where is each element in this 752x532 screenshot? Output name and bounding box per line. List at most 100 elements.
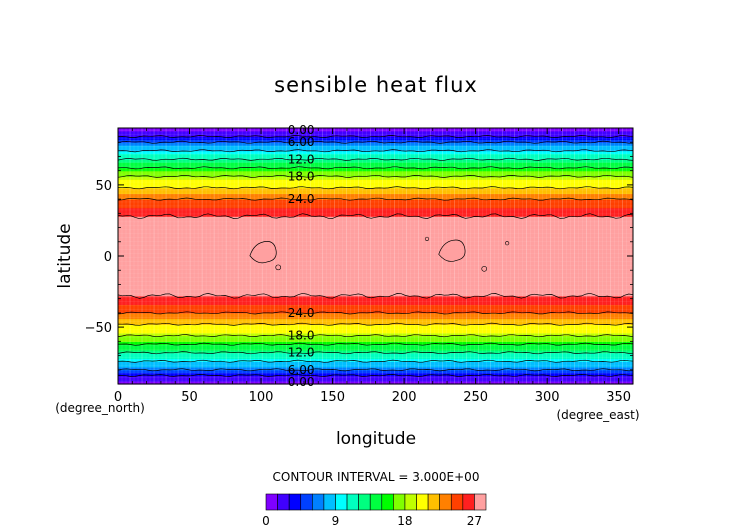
field-band	[118, 219, 633, 223]
colorbar-swatch	[427, 493, 440, 511]
field-band	[118, 364, 633, 368]
field-band	[118, 372, 633, 377]
field-band	[118, 164, 633, 169]
field-band	[118, 327, 633, 331]
colorbar-tick-label: 9	[332, 514, 340, 528]
field-band	[118, 238, 633, 243]
plot-grid	[118, 128, 633, 384]
contour-line	[117, 351, 634, 355]
contour-line	[117, 342, 634, 346]
x-tick-label: 300	[535, 390, 560, 405]
contour-label: 24.0	[288, 306, 315, 320]
field-band	[118, 315, 633, 320]
field-band	[118, 378, 633, 382]
field-band	[118, 213, 633, 217]
contour-lines	[117, 135, 634, 377]
field-band	[118, 136, 633, 140]
field-band	[118, 162, 633, 166]
contour-line	[117, 311, 634, 315]
field-band	[118, 250, 633, 254]
field-band	[118, 281, 633, 286]
colorbar-swatch	[381, 493, 394, 511]
colorbar-ticks: 0 9 18 27	[262, 514, 482, 528]
field-band	[118, 324, 633, 328]
contour-label: 18.0	[288, 329, 315, 343]
warm-patch-dot	[505, 241, 510, 246]
field-band	[118, 321, 633, 325]
field-band	[118, 261, 633, 266]
contour-line	[117, 334, 634, 338]
field-band	[118, 267, 633, 271]
contour-line	[117, 359, 634, 363]
field-band	[118, 142, 633, 146]
y-tick-label: 50	[95, 179, 112, 194]
colorbar-swatch	[393, 493, 406, 511]
field-band	[118, 201, 633, 206]
field-band	[118, 301, 633, 305]
field-band	[118, 270, 633, 274]
contour-line	[117, 157, 634, 161]
warm-patch	[438, 239, 466, 262]
field-band	[118, 182, 633, 186]
x-tick-label: 200	[392, 390, 417, 405]
field-band	[118, 275, 633, 280]
x-axis-label: longitude	[336, 429, 416, 449]
field-band	[118, 147, 633, 152]
field-band	[118, 207, 633, 212]
field-band	[118, 335, 633, 340]
field-band	[118, 287, 633, 291]
field-band	[118, 253, 633, 257]
field-band	[118, 133, 633, 138]
field-band	[118, 290, 633, 294]
y-axis-ticks: 50 0 −50	[85, 141, 633, 371]
field-band	[118, 227, 633, 231]
field-band	[118, 130, 633, 135]
colorbar-swatch	[346, 493, 359, 511]
contour-label: 24.0	[288, 192, 315, 206]
colorbar-swatch	[474, 493, 487, 511]
field-band	[118, 256, 633, 260]
contour-line	[117, 135, 634, 138]
field-band	[118, 344, 633, 348]
field-band	[118, 159, 633, 163]
x-unit-label: (degree_east)	[556, 408, 639, 422]
field-band	[118, 258, 633, 263]
field-band	[118, 145, 633, 149]
field-band	[118, 153, 633, 158]
colorbar-swatch	[450, 493, 464, 511]
field-band	[118, 352, 633, 357]
contour-line	[117, 149, 634, 153]
field-band	[118, 369, 633, 374]
warm-patch-dot	[424, 236, 430, 242]
colorbar-swatch	[288, 493, 302, 511]
field-band	[118, 278, 633, 283]
contour-line	[117, 166, 634, 170]
field-band	[118, 176, 633, 180]
colorbar-swatch	[335, 493, 348, 511]
contour-label: 12.0	[288, 152, 315, 166]
field-band	[118, 241, 633, 246]
x-tick-label: 250	[463, 390, 488, 405]
colorbar-swatch	[323, 493, 336, 511]
colorbar-tick-label: 27	[467, 514, 482, 528]
contour-label: 12.0	[288, 346, 315, 360]
field-band	[118, 224, 633, 229]
field-band	[118, 204, 633, 209]
colorbar-swatch	[300, 493, 313, 511]
colorbar-swatch	[416, 493, 429, 511]
colorbar-swatch	[404, 493, 417, 511]
field-band	[118, 361, 633, 365]
contour-line	[117, 140, 633, 144]
colorbar-swatch	[277, 493, 290, 511]
contour-line	[117, 373, 634, 377]
contour-label: 6.00	[288, 363, 315, 377]
field-band	[118, 170, 633, 175]
field-band	[118, 284, 633, 288]
field-band	[118, 298, 633, 303]
field-band	[118, 273, 633, 277]
field-band	[118, 295, 633, 300]
field-band	[118, 304, 633, 308]
field-band	[118, 338, 633, 342]
